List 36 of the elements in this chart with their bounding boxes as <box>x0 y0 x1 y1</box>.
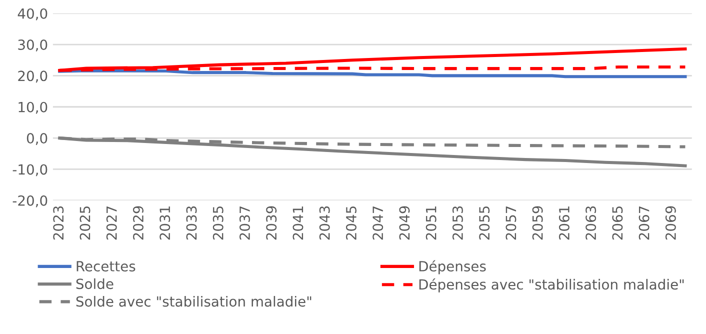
legend-label: Solde <box>76 278 114 290</box>
x-tick-label: 2039 <box>266 206 277 240</box>
x-tick-label: 2051 <box>426 206 436 240</box>
x-tick-label: 2029 <box>132 206 144 240</box>
x-tick-label: 2053 <box>452 206 463 240</box>
x-tick-label: 2041 <box>292 206 304 240</box>
y-tick-label: -20,0 <box>12 195 48 208</box>
x-tick-label: 2033 <box>186 206 197 240</box>
x-tick-label: 2025 <box>80 206 90 240</box>
x-tick-label: 2057 <box>506 206 516 240</box>
y-tick-label: 10,0 <box>18 102 48 114</box>
x-tick-label: 2049 <box>399 206 410 240</box>
y-tick-label: 20,0 <box>18 70 48 83</box>
y-tick-label: 0,0 <box>26 133 48 145</box>
x-tick-label: 2043 <box>319 206 330 240</box>
x-tick-label: 2047 <box>372 206 384 240</box>
x-tick-label: 2023 <box>53 206 64 240</box>
x-tick-label: 2031 <box>160 206 170 240</box>
x-tick-label: 2055 <box>479 206 490 240</box>
y-tick-label: 30,0 <box>18 40 48 52</box>
y-tick-label: -10,0 <box>12 164 48 176</box>
x-tick-label: 2061 <box>558 206 570 240</box>
x-tick-label: 2027 <box>106 206 117 240</box>
x-tick-label: 2069 <box>665 206 676 240</box>
x-tick-label: 2059 <box>532 206 543 240</box>
legend-label: Dépenses <box>419 260 486 274</box>
legend-label: Dépenses avec "stabilisation maladie" <box>419 278 684 292</box>
x-tick-label: 2067 <box>638 206 650 240</box>
x-tick-label: 2037 <box>239 206 250 240</box>
x-tick-label: 2065 <box>612 206 623 240</box>
x-tick-label: 2045 <box>346 206 356 240</box>
legend-label: Recettes <box>76 261 136 272</box>
x-tick-label: 2063 <box>586 206 596 240</box>
x-tick-label: 2035 <box>212 206 224 240</box>
legend-label: Solde avec "stabilisation maladie" <box>76 296 312 307</box>
y-tick-label: 40,0 <box>18 8 48 20</box>
